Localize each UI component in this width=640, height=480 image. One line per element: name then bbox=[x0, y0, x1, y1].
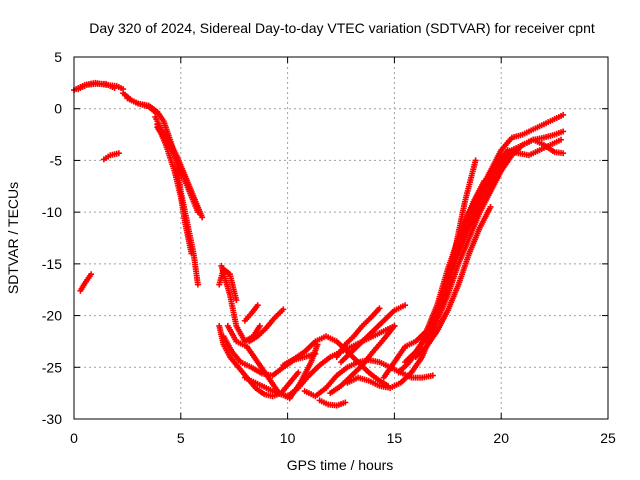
series-arc-17 bbox=[241, 302, 261, 324]
x-tick-label: 10 bbox=[280, 430, 296, 446]
data-point bbox=[558, 136, 565, 143]
data-point bbox=[233, 297, 240, 304]
y-tick-label: 5 bbox=[54, 49, 62, 65]
series-arc-23 bbox=[333, 305, 383, 360]
y-tick-label: 0 bbox=[54, 101, 62, 117]
x-tick-label: 5 bbox=[177, 430, 185, 446]
data-point bbox=[115, 150, 122, 157]
series-arc-06 bbox=[124, 95, 161, 117]
series-arc-16 bbox=[246, 306, 287, 345]
y-tick-label: -30 bbox=[42, 411, 62, 427]
series-arc-04 bbox=[77, 271, 95, 294]
data-point bbox=[256, 322, 263, 329]
data-point bbox=[88, 271, 95, 278]
chart-title: Day 320 of 2024, Sidereal Day-to-day VTE… bbox=[89, 20, 595, 36]
series-arc-14 bbox=[224, 322, 321, 402]
series-arc-03 bbox=[100, 150, 122, 163]
y-axis-label: SDTVAR / TECUs bbox=[5, 182, 21, 294]
data-point bbox=[481, 178, 488, 185]
data-point bbox=[280, 306, 287, 313]
data-point bbox=[487, 203, 494, 210]
x-tick-label: 20 bbox=[493, 430, 509, 446]
data-point bbox=[111, 85, 118, 92]
y-tick-label: -15 bbox=[42, 256, 62, 272]
data-point bbox=[194, 209, 201, 216]
x-axis-label: GPS time / hours bbox=[287, 457, 394, 473]
y-tick-label: -25 bbox=[42, 359, 62, 375]
data-point bbox=[402, 302, 409, 309]
data-point bbox=[194, 281, 201, 288]
data-point bbox=[472, 157, 479, 164]
series-arc-09 bbox=[154, 124, 201, 216]
axis-ticks: 0 5 10 15 20 25 5 0 -5 -10 -15 -20 -25 -30 bbox=[42, 49, 616, 446]
data-point bbox=[391, 322, 398, 329]
data-points bbox=[71, 79, 567, 409]
data-point bbox=[429, 372, 436, 379]
y-tick-label: -10 bbox=[42, 204, 62, 220]
data-point bbox=[376, 305, 383, 312]
series-arc-22 bbox=[338, 302, 409, 366]
y-tick-label: -20 bbox=[42, 308, 62, 324]
plot-frame bbox=[73, 56, 609, 420]
data-point bbox=[560, 128, 567, 135]
data-point bbox=[199, 214, 206, 221]
series-arc-29 bbox=[423, 128, 567, 345]
grid-lines bbox=[74, 57, 608, 419]
data-point bbox=[254, 302, 261, 309]
y-tick-label: -5 bbox=[50, 152, 63, 168]
series-arc-30 bbox=[429, 136, 565, 329]
data-point bbox=[154, 110, 161, 117]
data-point bbox=[342, 399, 349, 406]
x-tick-label: 15 bbox=[387, 430, 403, 446]
data-point bbox=[560, 111, 567, 118]
data-point bbox=[188, 250, 195, 257]
series-arc-20 bbox=[316, 397, 349, 409]
series-arc-28 bbox=[412, 203, 494, 360]
x-tick-label: 25 bbox=[600, 430, 616, 446]
x-tick-label: 0 bbox=[70, 430, 78, 446]
data-point bbox=[560, 150, 567, 157]
series-arc-02 bbox=[75, 80, 118, 93]
data-point bbox=[295, 369, 302, 376]
